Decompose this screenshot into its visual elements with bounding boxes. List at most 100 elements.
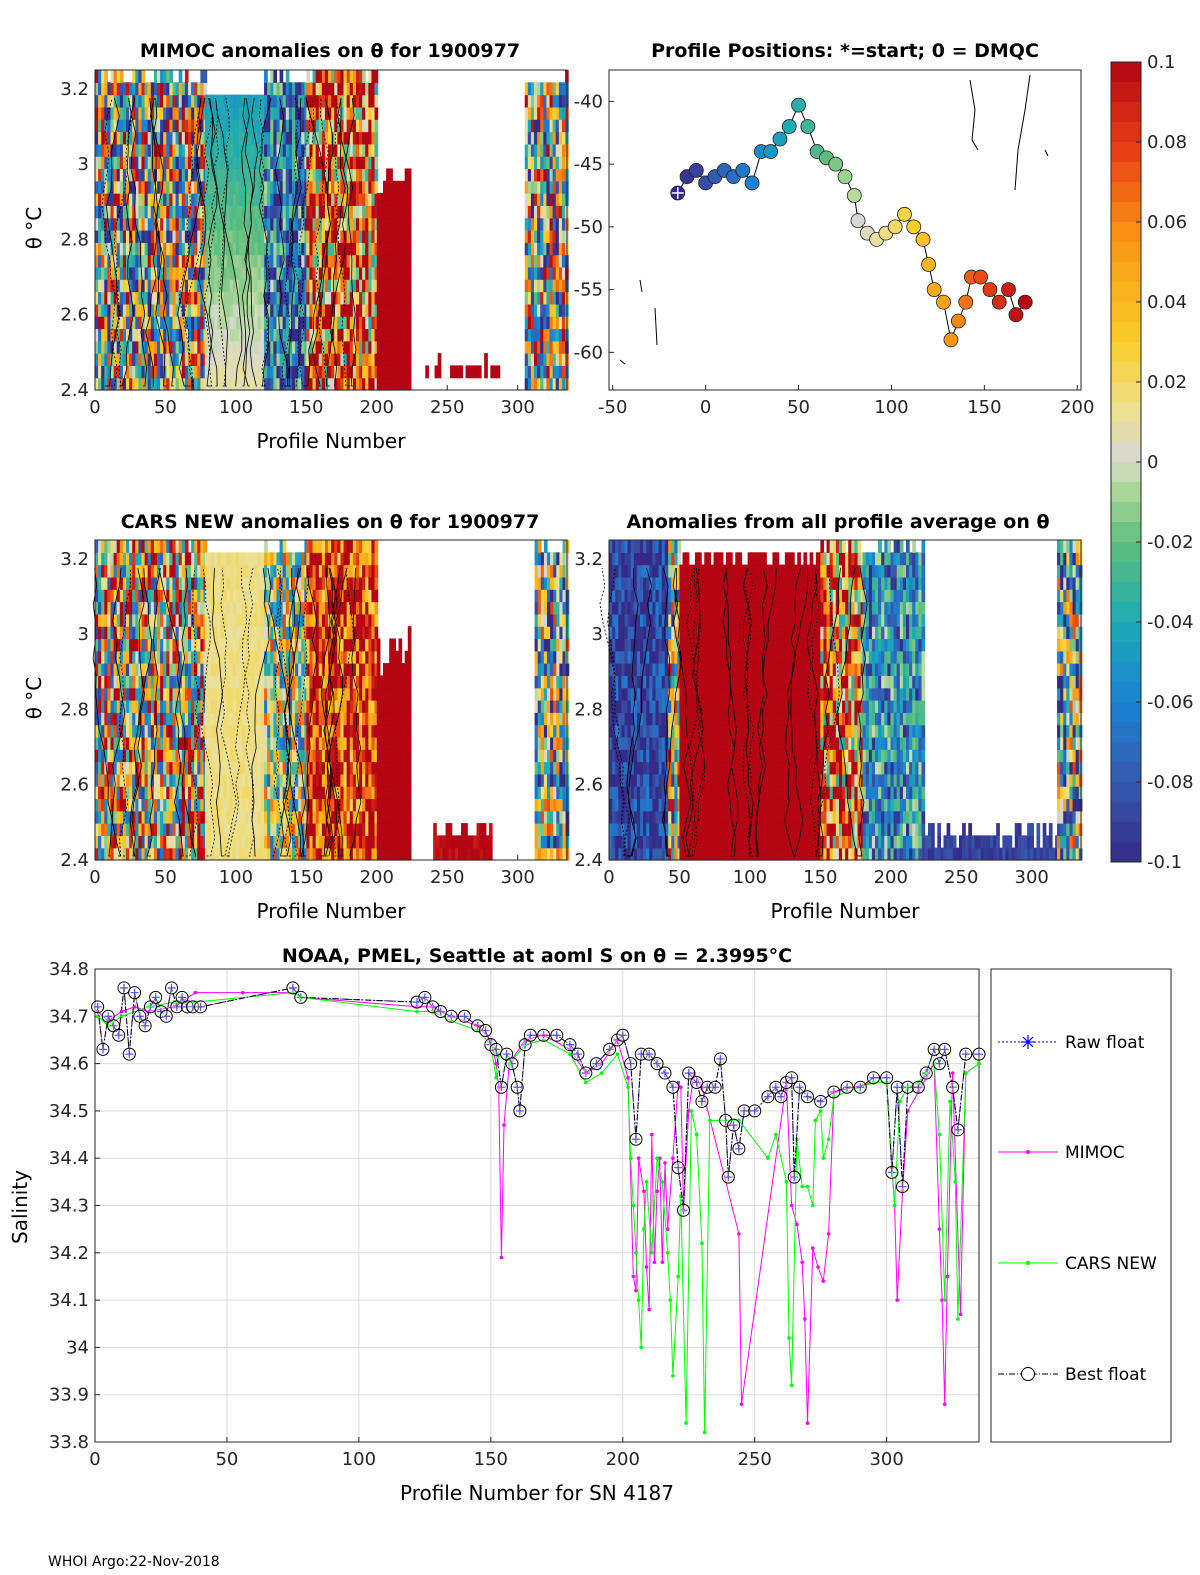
cars-cell [270, 847, 274, 861]
mimoc-cell [537, 156, 541, 170]
mimoc-cell [365, 365, 369, 379]
cars-cell [232, 773, 237, 787]
cars-cell [110, 835, 115, 849]
mimoc-cell [160, 279, 164, 293]
cars-cell [184, 847, 189, 861]
mimoc-cell [362, 254, 366, 268]
mimoc-cell [147, 230, 152, 243]
mimoc-cell [558, 180, 563, 194]
cars-cell [242, 761, 246, 775]
cars-cell [125, 540, 130, 553]
mimoc-cell [321, 180, 326, 194]
mimoc-cell [365, 119, 369, 133]
cars-cell [132, 687, 136, 701]
cars-cell [181, 700, 186, 713]
cars-cell [276, 564, 281, 578]
mimoc-cell [122, 242, 127, 256]
mimoc-cell [104, 254, 108, 268]
cars-cell [178, 786, 183, 800]
cars-cell [291, 786, 296, 800]
mimoc-cell [301, 340, 305, 354]
mimoc-cell [459, 365, 464, 379]
cars-cell [160, 798, 164, 812]
cars-cell [223, 613, 228, 627]
cars-cell [245, 650, 249, 664]
cars-cell [197, 613, 201, 627]
mimoc-cell [238, 266, 243, 280]
mimoc-cell [211, 180, 215, 194]
mimoc-cell [282, 106, 287, 120]
mimoc-cell [129, 303, 133, 317]
mimoc-cell [270, 353, 274, 366]
mimoc-cell [254, 217, 259, 231]
mimoc-cell [362, 70, 366, 83]
mimoc-cell [334, 340, 338, 354]
cars-cell [144, 626, 149, 640]
mimoc-cell [407, 217, 412, 231]
cars-cell [260, 552, 265, 566]
cars-cell [306, 700, 311, 713]
mimoc-cell [371, 279, 376, 293]
mimoc-ytick-label: 3 [78, 154, 89, 175]
mimoc-cell [273, 266, 278, 280]
cars-cell [214, 601, 218, 615]
mimoc-cell [558, 365, 563, 379]
mimoc-cell [138, 340, 143, 354]
cars-cell [104, 540, 108, 553]
mimoc-cell [276, 365, 281, 379]
mimoc-cell [540, 82, 544, 96]
cars-cell [232, 589, 237, 603]
mimoc-cell [359, 119, 363, 133]
mimoc-cell [238, 217, 243, 231]
mimoc-cell [113, 316, 118, 330]
mimoc-cell [276, 303, 281, 317]
mimoc-cell [404, 365, 409, 379]
cars-cell [245, 736, 249, 750]
cars-cell [312, 700, 317, 713]
mimoc-cell [561, 193, 566, 206]
mimoc-cell [555, 106, 560, 120]
cars-cell [191, 552, 195, 566]
cars-cell [211, 700, 215, 713]
cars-cell [270, 638, 274, 652]
cars-cell [160, 626, 164, 640]
mimoc-cell [374, 254, 379, 268]
mimoc-cell [527, 168, 532, 182]
mimoc-cell [398, 230, 403, 243]
mimoc-cell [401, 242, 406, 256]
cars-cell [291, 712, 296, 726]
mimoc-cell [379, 291, 384, 305]
mimoc-cell [125, 82, 130, 96]
mimoc-cell [226, 143, 231, 157]
cars-cell [116, 540, 121, 553]
mimoc-cell [110, 328, 115, 342]
mimoc-cell [101, 156, 105, 170]
mimoc-cell [178, 217, 183, 231]
mimoc-cell [204, 131, 209, 145]
mimoc-cell [301, 377, 305, 391]
mimoc-cell [191, 303, 195, 317]
cars-cell [207, 798, 212, 812]
cars-cell [264, 749, 268, 763]
mimoc-cell [279, 353, 284, 366]
cars-cell [238, 601, 243, 615]
cars-cell [178, 700, 183, 713]
cars-cell [257, 613, 262, 627]
mimoc-cell [119, 340, 124, 354]
cars-cell [135, 823, 139, 836]
mimoc-cell [371, 82, 376, 96]
cars-cell [282, 823, 287, 836]
mimoc-cell [129, 180, 133, 194]
mimoc-cell [178, 156, 183, 170]
mimoc-cell [558, 377, 563, 391]
mimoc-cell [401, 266, 406, 280]
mimoc-cell [150, 353, 155, 366]
mimoc-cell [340, 94, 345, 108]
cars-cell [295, 601, 299, 615]
mimoc-cell [251, 156, 256, 170]
mimoc-cell [295, 217, 299, 231]
mimoc-cell [101, 106, 105, 120]
cars-cell [181, 687, 186, 701]
mimoc-cell [343, 242, 348, 256]
mimoc-cell [371, 242, 376, 256]
